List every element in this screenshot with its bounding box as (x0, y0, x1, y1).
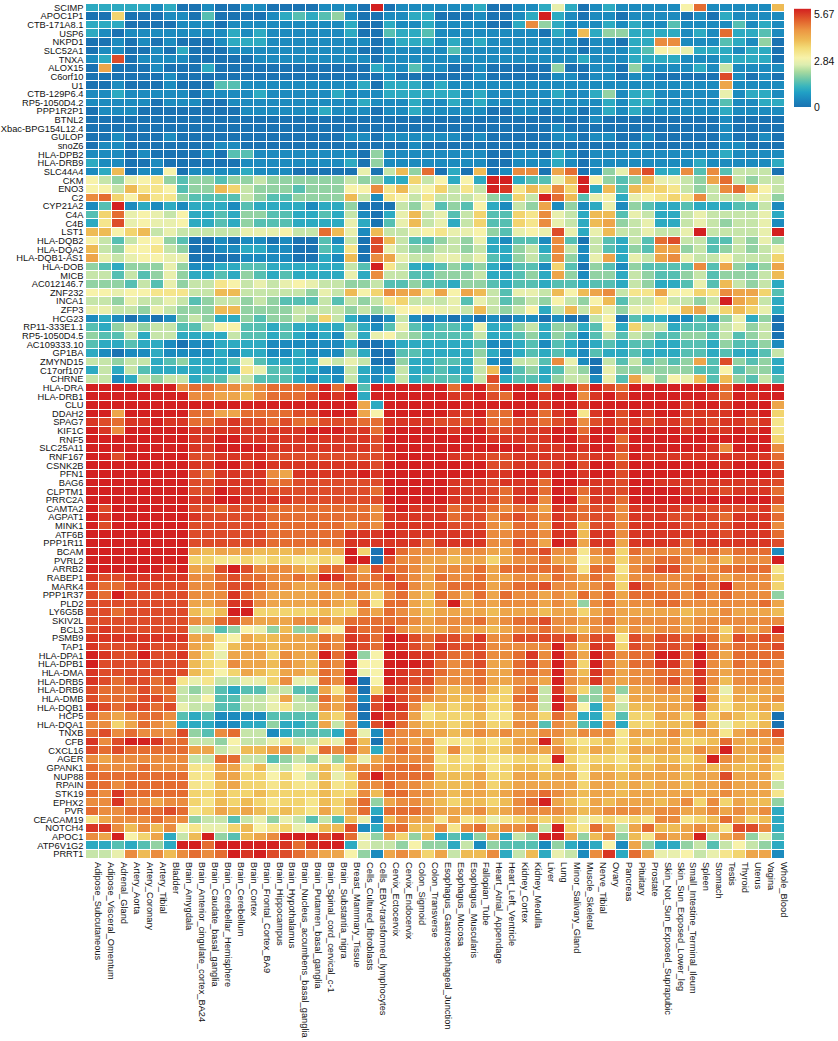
svg-text:Brain_Hippocampus: Brain_Hippocampus (275, 862, 285, 946)
svg-text:Adrenal_Gland: Adrenal_Gland (119, 862, 129, 924)
svg-text:PRRT1: PRRT1 (53, 849, 83, 859)
svg-text:Brain_Amygdala: Brain_Amygdala (184, 862, 194, 931)
svg-text:Kidney_Medulla: Kidney_Medulla (533, 862, 543, 929)
svg-text:Thyroid: Thyroid (740, 862, 750, 893)
svg-text:Brain_Substantia_nigra: Brain_Substantia_nigra (339, 862, 349, 959)
svg-text:Lung: Lung (559, 862, 569, 883)
svg-text:Brain_Putamen_basal_ganglia: Brain_Putamen_basal_ganglia (313, 862, 323, 989)
svg-text:Prostate: Prostate (650, 862, 660, 897)
svg-text:Breast_Mammary_Tissue: Breast_Mammary_Tissue (352, 862, 362, 968)
svg-text:Brain_Caudate_basal_ganglia: Brain_Caudate_basal_ganglia (210, 862, 220, 987)
svg-text:Spleen: Spleen (701, 862, 711, 891)
svg-text:Colon_Sigmoid: Colon_Sigmoid (417, 862, 427, 925)
svg-text:Brain_Hypothalamus: Brain_Hypothalamus (287, 862, 297, 949)
svg-text:Bladder: Bladder (171, 862, 181, 894)
svg-text:Small_Intestine_Terminal_Ileum: Small_Intestine_Terminal_Ileum (688, 862, 698, 994)
svg-text:Nerve_Tibial: Nerve_Tibial (598, 862, 608, 914)
svg-text:5.67: 5.67 (814, 8, 835, 20)
svg-text:Vagina: Vagina (766, 862, 776, 891)
svg-text:Brain_Nucleus_accumbens_basal_: Brain_Nucleus_accumbens_basal_ganglia (300, 862, 310, 1039)
svg-text:Heart_Left_Ventricle: Heart_Left_Ventricle (507, 862, 517, 946)
svg-text:Stomach: Stomach (714, 862, 724, 899)
svg-text:Cells_EBV-transformed_lymphocy: Cells_EBV-transformed_lymphocytes (378, 862, 388, 1016)
svg-text:Heart_Atrial_Appendage: Heart_Atrial_Appendage (494, 862, 504, 964)
svg-text:Testis: Testis (727, 862, 737, 886)
svg-text:Brain_Cortex: Brain_Cortex (249, 862, 259, 917)
svg-text:Esophagus_Mucosa: Esophagus_Mucosa (456, 862, 466, 947)
svg-text:Pituitary: Pituitary (637, 862, 647, 896)
svg-text:Fallopian_Tube: Fallopian_Tube (481, 862, 491, 926)
svg-text:Brain_Frontal_Cortex_BA9: Brain_Frontal_Cortex_BA9 (262, 862, 272, 973)
svg-text:Brain_Cerebellar_Hemisphere: Brain_Cerebellar_Hemisphere (223, 862, 233, 987)
svg-text:2.84: 2.84 (814, 55, 835, 67)
svg-text:Whole_Blood: Whole_Blood (779, 862, 789, 917)
svg-text:Cells_Cultured_fibroblasts: Cells_Cultured_fibroblasts (365, 862, 375, 971)
svg-text:Esophagus_Muscularis: Esophagus_Muscularis (469, 862, 479, 958)
svg-text:Brain_Anterior_cingulate_corte: Brain_Anterior_cingulate_cortex_BA24 (197, 862, 207, 1022)
svg-text:Adipose_Visceral_Omentum: Adipose_Visceral_Omentum (106, 862, 116, 980)
svg-text:Esophagus_Gastroesophageal_Jun: Esophagus_Gastroesophageal_Junction (443, 862, 453, 1029)
svg-text:Adipose_Subcutaneous: Adipose_Subcutaneous (93, 862, 103, 961)
svg-text:Muscle_Skeletal: Muscle_Skeletal (585, 862, 595, 930)
svg-text:Ovary: Ovary (611, 862, 621, 887)
svg-text:Uterus: Uterus (753, 862, 763, 890)
svg-text:Brain_Spinal_cord_cervical_c-1: Brain_Spinal_cord_cervical_c-1 (326, 862, 336, 993)
svg-text:Cervix_Ectocervix: Cervix_Ectocervix (391, 862, 401, 937)
svg-text:Skin_Not_Sun_Exposed_Suprapubi: Skin_Not_Sun_Exposed_Suprapubic (663, 862, 673, 1015)
svg-text:Artery_Tibial: Artery_Tibial (158, 862, 168, 914)
svg-text:Colon_Transverse: Colon_Transverse (430, 862, 440, 938)
svg-text:Pancreas: Pancreas (624, 862, 634, 902)
svg-text:Cervix_Endocervix: Cervix_Endocervix (404, 862, 414, 940)
svg-text:Minor_Salivary_Gland: Minor_Salivary_Gland (572, 862, 582, 953)
svg-text:Artery_Coronary: Artery_Coronary (145, 862, 155, 931)
svg-text:Skin_Sun_Exposed_Lower_leg: Skin_Sun_Exposed_Lower_leg (676, 862, 686, 991)
svg-text:Brain_Cerebellum: Brain_Cerebellum (236, 862, 246, 937)
svg-text:Artery_Aorta: Artery_Aorta (132, 862, 142, 915)
svg-text:Kidney_Cortex: Kidney_Cortex (520, 862, 530, 923)
svg-text:0: 0 (814, 101, 820, 113)
svg-text:Liver: Liver (546, 862, 556, 882)
